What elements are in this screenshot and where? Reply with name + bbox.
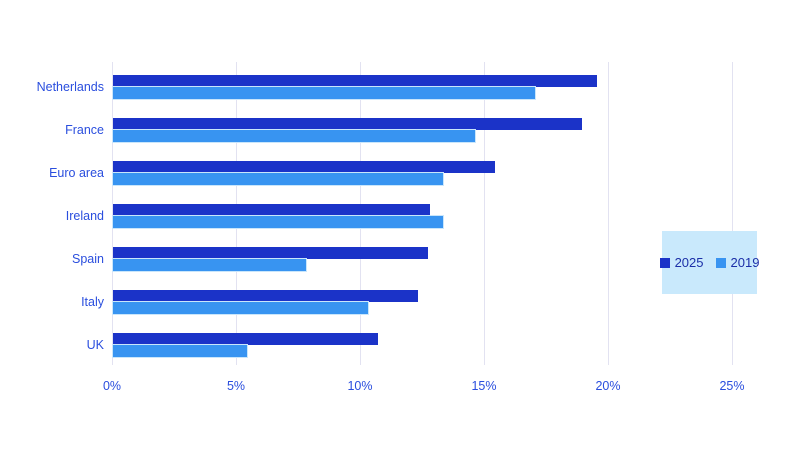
x-axis-tick-label: 15% xyxy=(471,379,497,393)
bar-2025-netherlands xyxy=(113,75,597,87)
category-label-ireland: Ireland xyxy=(65,209,104,223)
legend[interactable]: 2025 2019 xyxy=(659,231,760,294)
x-axis-tick-label: 20% xyxy=(595,379,621,393)
legend-item-2025[interactable]: 2025 xyxy=(659,255,704,270)
bar-group-ireland xyxy=(112,204,732,228)
bar-2019-euro-area xyxy=(113,173,443,185)
bar-2019-spain xyxy=(113,259,307,271)
bar-2025-spain xyxy=(113,247,428,259)
bar-2019-france xyxy=(113,130,476,142)
legend-swatch-2025-icon xyxy=(659,257,670,268)
bar-2025-italy xyxy=(113,290,419,302)
gridline xyxy=(731,62,733,365)
bar-group-france xyxy=(112,118,732,142)
category-label-uk: UK xyxy=(86,338,104,352)
legend-label-2019: 2019 xyxy=(730,255,760,270)
x-axis-tick-label: 5% xyxy=(226,379,246,393)
x-axis-tick-label: 0% xyxy=(102,379,122,393)
bar-2025-france xyxy=(113,118,582,130)
gridline xyxy=(111,62,113,365)
legend-label-2025: 2025 xyxy=(674,255,704,270)
bar-group-uk xyxy=(112,333,732,357)
category-label-netherlands: Netherlands xyxy=(36,80,104,94)
plot-area xyxy=(111,62,733,365)
y-axis-category-labels: Netherlands France Euro area Ireland Spain It… xyxy=(0,0,104,450)
bar-2019-uk xyxy=(113,345,247,357)
bar-2019-italy xyxy=(113,302,369,314)
category-label-france: France xyxy=(65,123,104,137)
x-axis-tick-labels: 0% 5% 10% 15% 20% 25% xyxy=(103,379,745,397)
x-axis-tick-label: 25% xyxy=(719,379,745,393)
gridline xyxy=(607,62,609,365)
bar-2019-netherlands xyxy=(113,87,535,99)
bar-group-euro-area xyxy=(112,161,732,185)
legend-item-2019[interactable]: 2019 xyxy=(715,255,760,270)
category-label-italy: Italy xyxy=(81,295,104,309)
bar-2025-ireland xyxy=(113,204,431,216)
bar-group-italy xyxy=(112,290,732,314)
legend-swatch-2019-icon xyxy=(715,257,726,268)
bar-group-spain xyxy=(112,247,732,271)
bar-group-netherlands xyxy=(112,75,732,99)
category-label-euro-area: Euro area xyxy=(49,166,104,180)
gridline xyxy=(483,62,485,365)
x-axis-tick-label: 10% xyxy=(347,379,373,393)
bar-2025-uk xyxy=(113,333,379,345)
category-label-spain: Spain xyxy=(72,252,104,266)
bar-2019-ireland xyxy=(113,216,443,228)
bar-2025-euro-area xyxy=(113,161,495,173)
